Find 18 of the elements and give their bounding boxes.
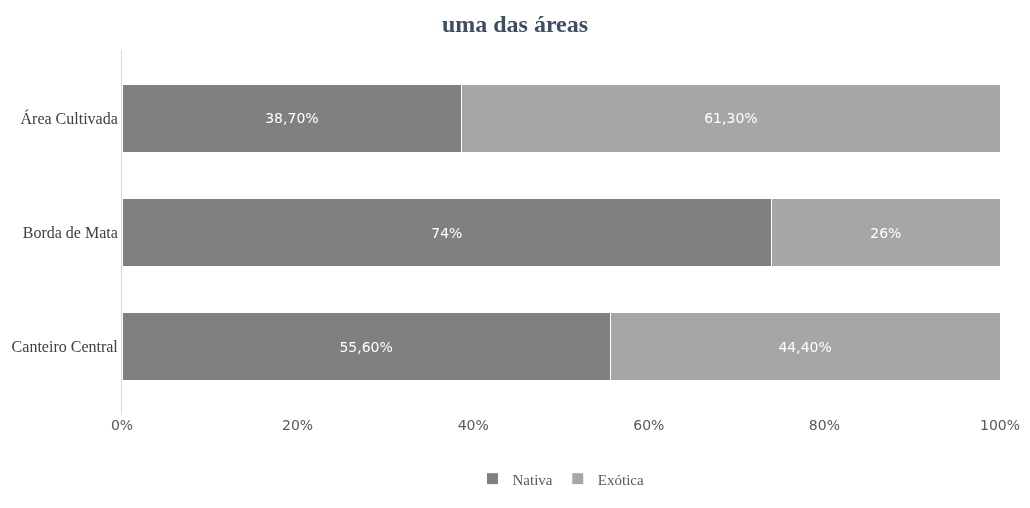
y-tick-label: Área Cultivada <box>20 109 118 128</box>
x-tick-label: 80% <box>808 417 840 433</box>
data-label: 55,60% <box>339 338 393 355</box>
data-label: 61,30% <box>704 110 758 127</box>
x-tick-label: 20% <box>282 417 314 433</box>
data-label: 44,40% <box>778 338 832 355</box>
chart-title: uma das áreas <box>441 11 589 38</box>
x-tick-label: 100% <box>979 417 1021 433</box>
y-tick-label: Canteiro Central <box>11 338 119 356</box>
data-label: 74% <box>431 224 463 241</box>
legend-label: Nativa <box>512 471 553 488</box>
data-label: 26% <box>870 224 902 241</box>
x-tick-label: 60% <box>633 417 665 433</box>
y-tick-label: Borda de Mata <box>22 224 118 242</box>
x-tick-label: 40% <box>457 417 489 433</box>
data-label: 38,70% <box>265 110 319 127</box>
x-tick-label: 0% <box>110 417 134 433</box>
legend-label: Exótica <box>597 471 644 488</box>
